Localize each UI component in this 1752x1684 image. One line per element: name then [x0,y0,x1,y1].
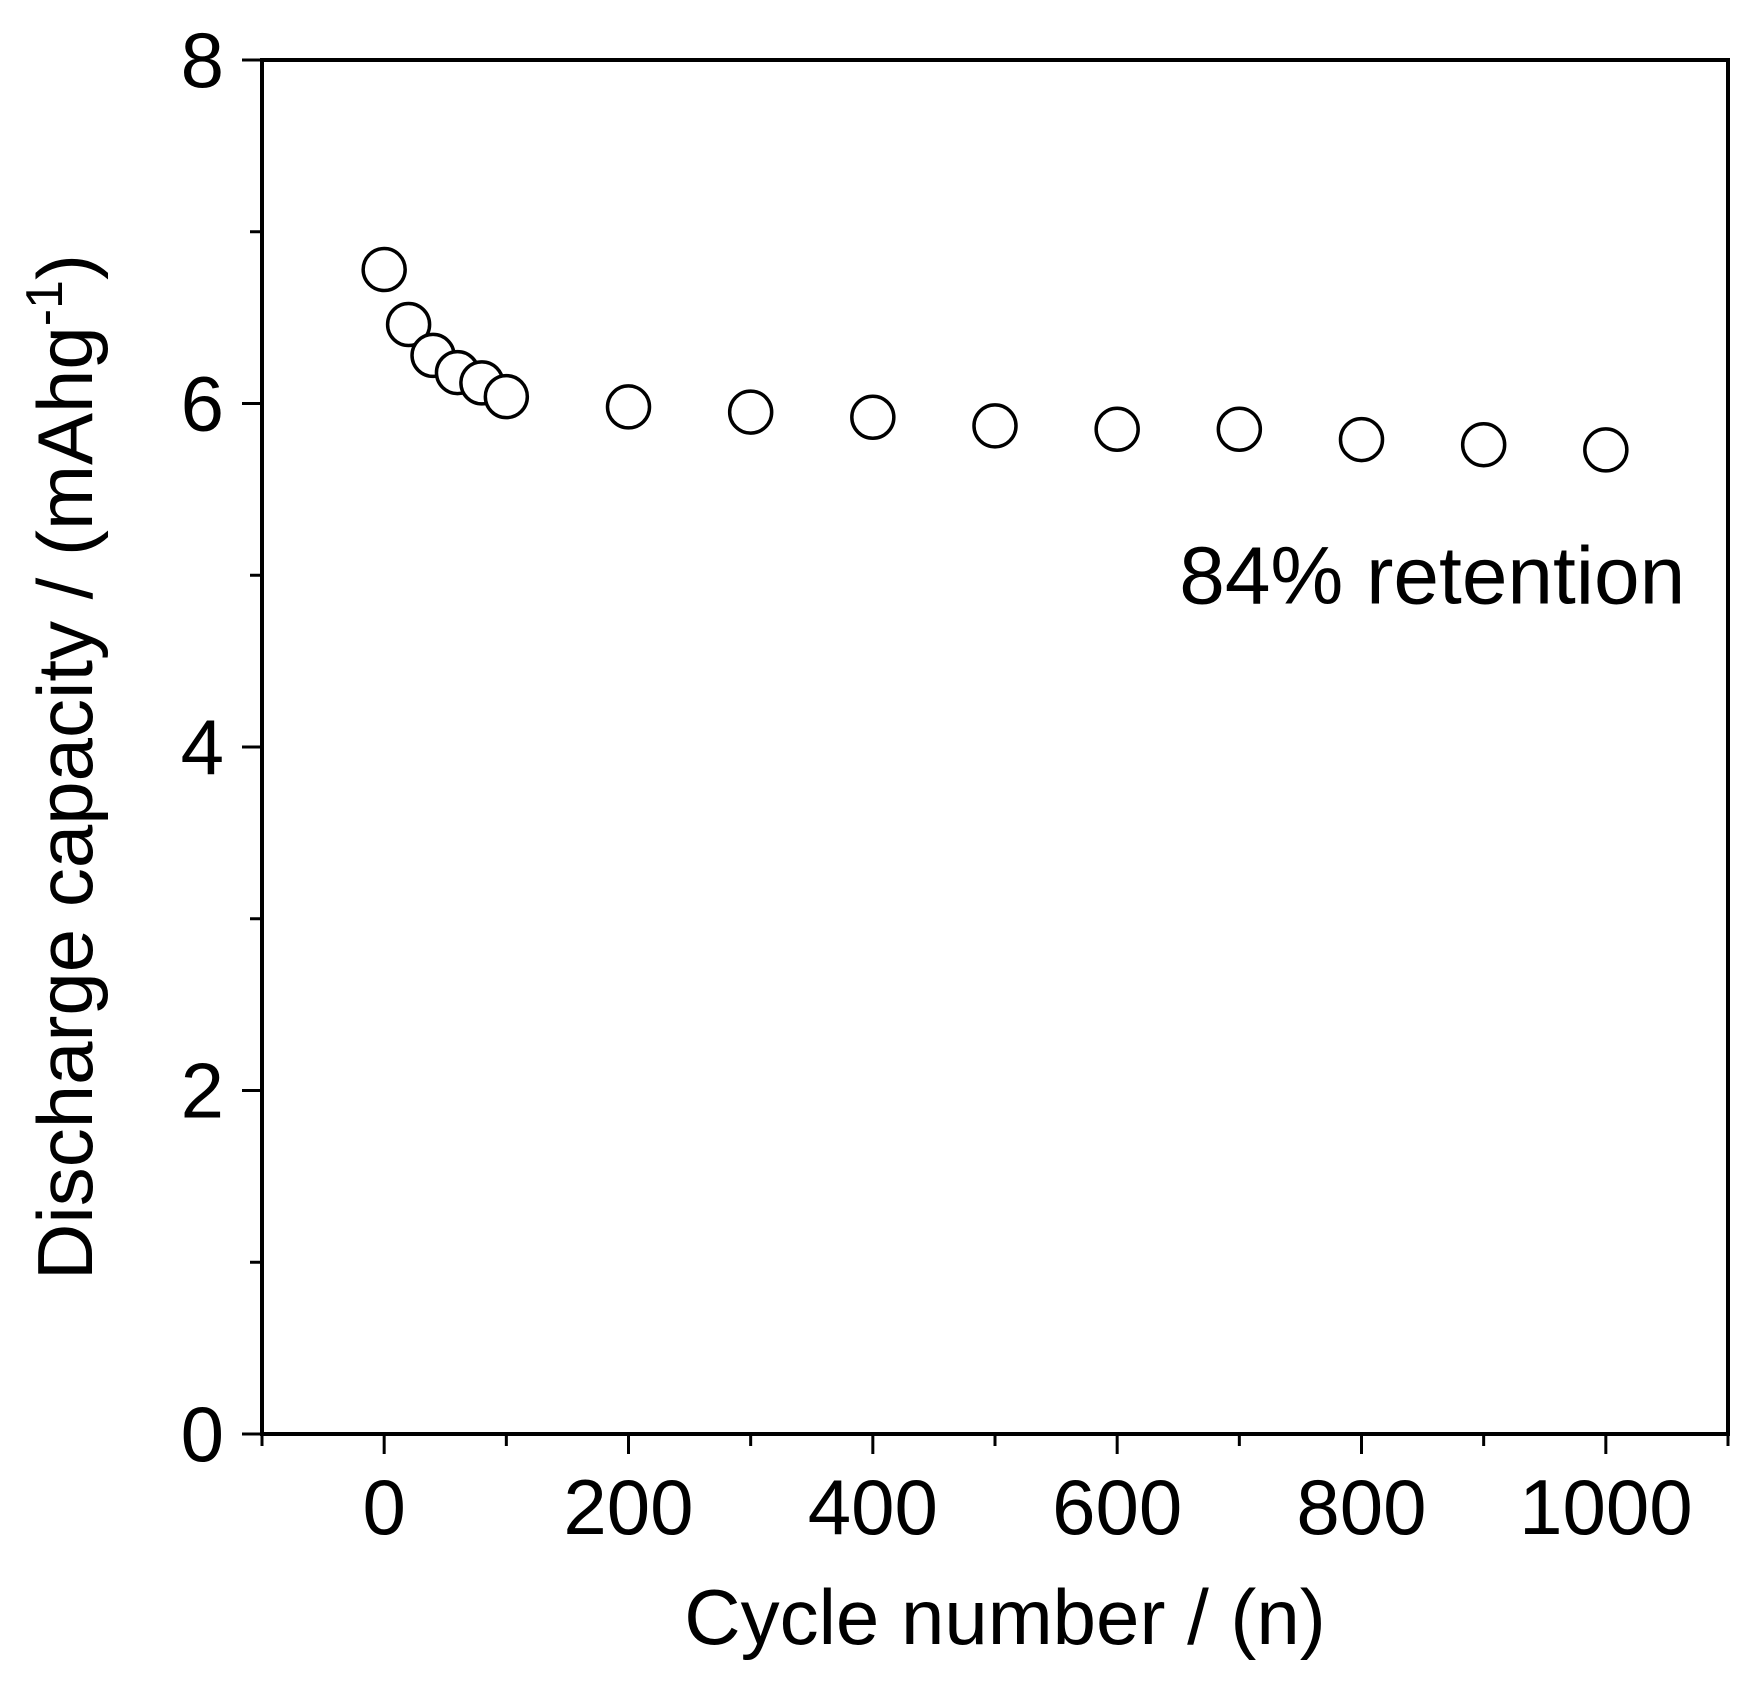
y-axis-title-main: Discharge capacity / (mAhg [21,326,109,1280]
y-tick-label: 2 [181,1047,224,1135]
tick-labels-layer: 0 200 400 600 800 1000 0 2 4 6 8 [181,16,1693,1551]
y-tick-label: 6 [181,360,224,448]
data-point [1583,427,1629,473]
data-point [850,394,896,440]
y-axis-title-superscript: -1 [16,280,74,326]
axes-layer [260,58,1730,1436]
data-point [361,246,407,293]
x-tick-label: 400 [808,1463,938,1551]
data-point [972,403,1018,449]
data-point [1460,421,1507,468]
x-tick-label: 200 [563,1463,693,1551]
y-tick-label: 0 [181,1390,224,1478]
y-tick-label: 8 [181,16,224,104]
y-axis-title: Discharge capacity / (mAhg-1) [16,254,109,1280]
data-point [727,389,774,435]
ticks-layer [242,58,1730,1454]
data-point [483,373,530,420]
y-axis-title-close: ) [21,254,109,280]
x-tick-label: 1000 [1519,1463,1693,1551]
data-point [1216,406,1263,453]
data-point [1338,416,1385,463]
plot-frame [260,58,1730,1436]
x-tick-label: 800 [1296,1463,1426,1551]
x-tick-label: 600 [1052,1463,1182,1551]
retention-annotation: 84% retention [1179,530,1685,621]
y-tick-label: 4 [181,703,224,791]
data-point [605,384,652,430]
x-axis-title: Cycle number / (n) [684,1573,1326,1661]
data-points-layer [361,246,1629,473]
data-point [1094,406,1140,453]
data-point [385,301,432,348]
x-tick-label: 0 [362,1463,405,1551]
